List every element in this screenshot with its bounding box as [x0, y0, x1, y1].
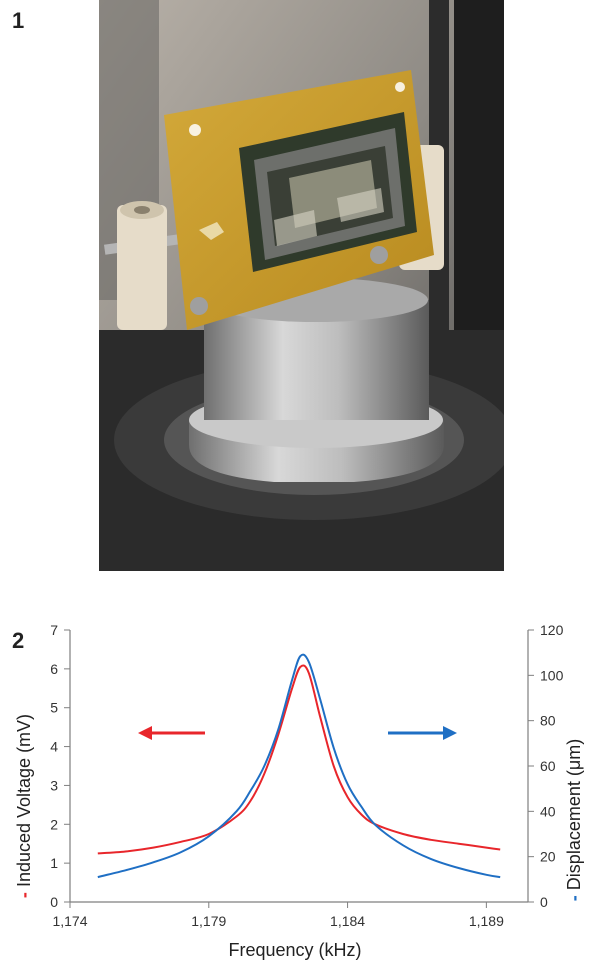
series-lines	[97, 653, 501, 879]
right-y-tick-label: 40	[540, 803, 556, 819]
right-y-axis-marker: -	[564, 895, 584, 901]
left-y-tick-label: 3	[50, 777, 58, 793]
left-y-tick-label: 2	[50, 816, 58, 832]
left-y-axis-marker: -	[14, 892, 34, 898]
x-axis-label: Frequency (kHz)	[228, 940, 361, 960]
x-tick-label: 1,189	[469, 913, 504, 929]
right-y-tick-label: 120	[540, 622, 564, 638]
left-y-axis-label-group: - Induced Voltage (mV)	[14, 714, 34, 898]
right-y-axis-label: - Displacement (μm)	[564, 739, 584, 901]
voltage-series-line	[97, 664, 501, 855]
left-y-tick-label: 1	[50, 855, 58, 871]
right-y-ticks: 0 20 40 60 80 100 120	[528, 622, 564, 910]
right-y-tick-label: 20	[540, 849, 556, 865]
right-y-tick-label: 0	[540, 894, 548, 910]
left-y-axis-label: - Induced Voltage (mV)	[14, 714, 34, 898]
left-y-tick-label: 0	[50, 894, 58, 910]
axis-arrows	[138, 726, 457, 740]
left-y-tick-label: 4	[50, 739, 58, 755]
displacement-series-line	[97, 653, 501, 879]
left-y-tick-label: 7	[50, 622, 58, 638]
right-y-axis-text: Displacement (μm)	[564, 739, 584, 890]
x-tick-label: 1,184	[330, 913, 365, 929]
left-y-ticks: 0 1 2 3 4 5 6 7	[50, 622, 70, 910]
x-ticks: 1,174 1,179 1,184 1,189	[52, 902, 504, 929]
x-tick-label: 1,174	[52, 913, 87, 929]
right-y-tick-label: 60	[540, 758, 556, 774]
left-y-tick-label: 6	[50, 661, 58, 677]
resonance-chart: 0 1 2 3 4 5 6 7 0 20 40 60 80 100 120 1,174 1,179 1,184…	[14, 622, 584, 960]
x-tick-label: 1,179	[191, 913, 226, 929]
device-photo	[99, 0, 504, 571]
panel-1-label: 1	[12, 8, 25, 33]
left-y-tick-label: 5	[50, 700, 58, 716]
panel-2-label: 2	[12, 628, 25, 653]
left-arrow-icon	[138, 726, 152, 740]
right-y-axis-label-group: - Displacement (μm)	[564, 739, 584, 901]
right-y-tick-label: 100	[540, 667, 564, 683]
right-arrow-icon	[443, 726, 457, 740]
left-y-axis-text: Induced Voltage (mV)	[14, 714, 34, 887]
right-y-tick-label: 80	[540, 713, 556, 729]
